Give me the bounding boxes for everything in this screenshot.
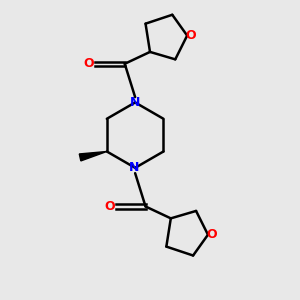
Text: O: O <box>105 200 115 213</box>
Text: N: N <box>128 161 139 174</box>
Polygon shape <box>79 152 107 161</box>
Text: O: O <box>206 228 217 241</box>
Text: N: N <box>130 96 140 109</box>
Text: O: O <box>84 57 94 70</box>
Text: O: O <box>185 29 196 42</box>
